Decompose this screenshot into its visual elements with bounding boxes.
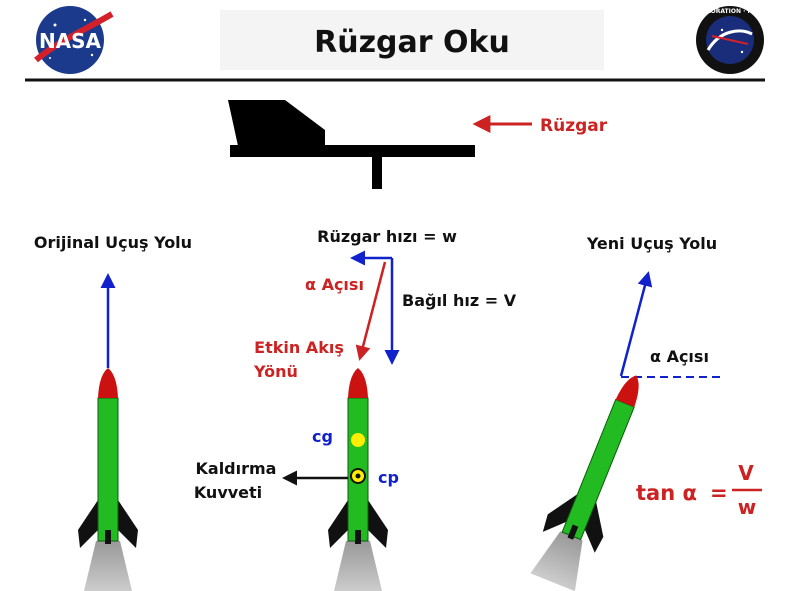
fin-right [584,501,604,553]
cg-label: cg [312,427,333,446]
wind-label: Rüzgar [540,116,608,136]
exhaust-plume [530,531,583,591]
exhaust-plume [84,541,132,591]
nasa-logo-icon: NASA [34,6,114,74]
tan-formula: tan α = V w [636,461,762,519]
fin-center [105,530,111,544]
exploration-logo-text: EXPLORATION · NASA [694,8,767,15]
effective-flow-vector [355,261,387,361]
rocket-body [97,397,119,542]
original-path-label: Orijinal Uçuş Yolu [34,233,192,252]
cg-dot [351,433,365,447]
formula-denominator: w [738,495,756,519]
rocket-right [530,375,639,591]
fin-left [542,494,578,532]
wind-speed-label: Rüzgar hızı = w [317,227,457,246]
effective-flow-label-1: Etkin Akış [254,338,344,357]
rocket-nose [615,375,639,407]
formula-numerator: V [738,461,754,485]
rocket-nose [98,368,118,398]
lift-label-2: Kuvveti [194,483,262,502]
right-angle-label: α Açısı [650,347,709,366]
middle-angle-label: α Açısı [305,275,364,294]
exhaust-plume [334,541,382,591]
new-path-label: Yeni Uçuş Yolu [586,234,717,253]
nasa-logo-text: NASA [39,29,102,53]
formula-lhs: tan α [636,481,697,505]
rocket-nose [348,368,368,398]
fin-left [78,500,98,548]
formula-equals: = [710,481,728,505]
rocket-left [78,368,138,591]
relative-speed-label: Bağıl hız = V [402,291,517,310]
new-path-arrow [619,271,653,377]
title-box [220,10,604,70]
fin-right [368,500,388,548]
page-title: Rüzgar Oku [314,25,510,60]
header: NASA Rüzgar Oku EXPLORATION · NASA [25,6,767,82]
rocket-middle [328,368,388,591]
fin-right [118,500,138,548]
lift-label-1: Kaldırma [196,459,277,478]
fin-center [567,524,579,540]
effective-flow-label-2: Yönü [253,362,298,381]
fin-center [355,530,361,544]
exploration-logo-icon: EXPLORATION · NASA [694,6,767,74]
cp-label: cp [378,468,399,487]
fin-left [328,500,348,548]
wind-vane-icon [228,100,475,189]
